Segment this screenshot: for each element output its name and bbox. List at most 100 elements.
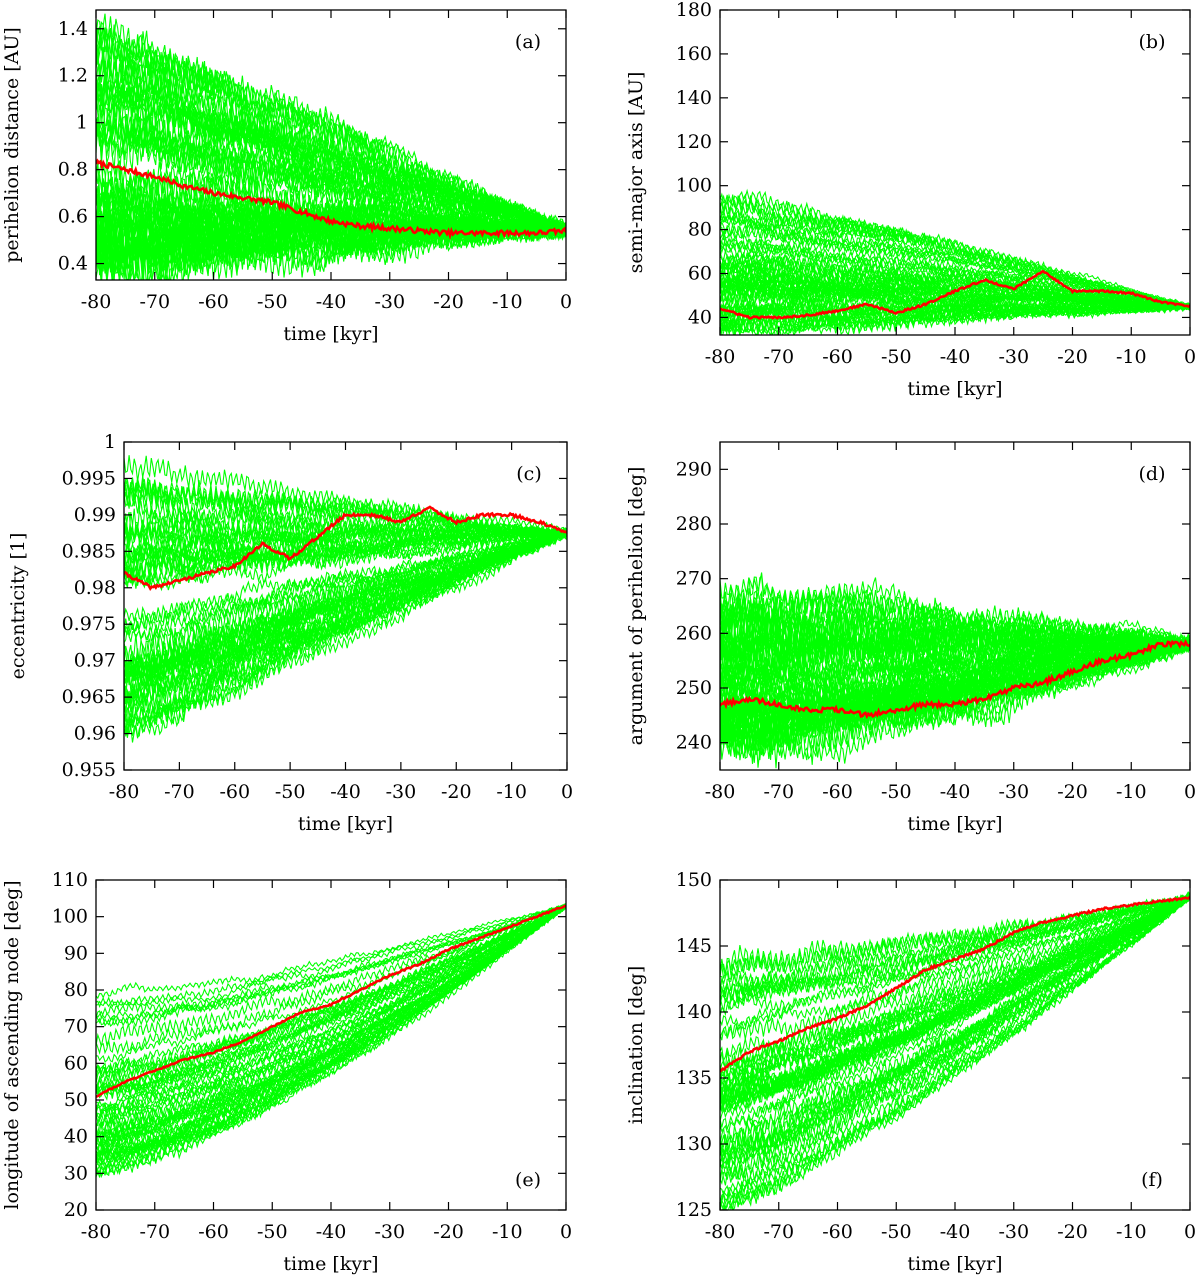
clone-line bbox=[124, 530, 567, 570]
x-tick-label: -80 bbox=[81, 291, 112, 313]
nominal-orbit-line bbox=[124, 505, 567, 592]
clone-line bbox=[720, 896, 1190, 1039]
clone-line bbox=[720, 281, 1190, 307]
y-tick-label: 130 bbox=[676, 1133, 712, 1155]
x-tick-label: -20 bbox=[1057, 346, 1088, 368]
clone-line bbox=[96, 903, 566, 1165]
clone-line bbox=[96, 905, 566, 1146]
clone-line bbox=[96, 904, 566, 1063]
y-tick-label: 0.995 bbox=[62, 467, 116, 489]
clone-line bbox=[96, 178, 566, 240]
panel-b: -80 -70 -60 -50 -40 -30 -20 -10 0 40 60 80 100 120 140… bbox=[625, 0, 1196, 400]
clone-line bbox=[720, 618, 1190, 665]
y-tick-label: 40 bbox=[688, 306, 712, 328]
y-tick-label: 80 bbox=[688, 219, 712, 241]
x-tick-label: -80 bbox=[705, 1221, 736, 1243]
y-tick-label: 1 bbox=[104, 431, 116, 453]
x-tick-label: -40 bbox=[316, 291, 347, 313]
y-tick-label: 145 bbox=[676, 935, 712, 957]
x-tick-label: -50 bbox=[257, 291, 288, 313]
x-axis-title: time [kyr] bbox=[298, 813, 393, 835]
clone-line bbox=[720, 305, 1190, 333]
y-tick-label: 250 bbox=[676, 677, 712, 699]
x-tick-label: -40 bbox=[316, 1221, 347, 1243]
panel-c-curves bbox=[124, 455, 567, 743]
x-tick-label: -20 bbox=[1057, 1221, 1088, 1243]
x-axis-title: time [kyr] bbox=[907, 813, 1002, 835]
y-tick-label: 260 bbox=[676, 622, 712, 644]
x-tick-label: 0 bbox=[1184, 346, 1196, 368]
clone-line bbox=[96, 77, 566, 236]
x-tick-label: -10 bbox=[496, 781, 527, 803]
clone-line bbox=[720, 646, 1190, 695]
clone-line bbox=[720, 891, 1190, 1157]
x-tick-label: -50 bbox=[881, 346, 912, 368]
x-tick-label: -20 bbox=[1057, 781, 1088, 803]
y-tick-label: 160 bbox=[676, 43, 712, 65]
clone-line bbox=[720, 639, 1190, 769]
x-tick-label: -70 bbox=[139, 1221, 170, 1243]
y-tick-label: 290 bbox=[676, 458, 712, 480]
clone-line bbox=[720, 303, 1190, 334]
panel-c: -80 -70 -60 -50 -40 -30 -20 -10 0 0.955 0.96 0.965 0… bbox=[7, 431, 573, 835]
nominal-orbit-line bbox=[720, 638, 1190, 720]
x-axis-title: time [kyr] bbox=[907, 1253, 1002, 1275]
y-axis-title: argument of perihelion [deg] bbox=[625, 467, 647, 746]
nominal-orbit-line bbox=[720, 269, 1190, 321]
clone-line bbox=[96, 904, 566, 1000]
clone-line bbox=[96, 905, 566, 1008]
clone-line bbox=[720, 896, 1190, 1081]
clone-line bbox=[720, 633, 1190, 691]
clone-line bbox=[720, 207, 1190, 307]
x-tick-label: -60 bbox=[822, 1221, 853, 1243]
y-tick-label: 0.955 bbox=[62, 759, 116, 781]
x-tick-label: -60 bbox=[219, 781, 250, 803]
nominal-orbit-line bbox=[96, 904, 566, 1098]
clone-line bbox=[96, 904, 566, 1097]
x-tick-label: -50 bbox=[275, 781, 306, 803]
y-tick-label: 90 bbox=[64, 942, 88, 964]
clone-line bbox=[124, 532, 567, 739]
clone-line bbox=[720, 896, 1190, 1210]
clone-line bbox=[124, 528, 567, 682]
x-axis-title: time [kyr] bbox=[283, 323, 378, 345]
y-tick-label: 60 bbox=[688, 263, 712, 285]
x-tick-label: -40 bbox=[330, 781, 361, 803]
clone-line bbox=[720, 896, 1190, 1087]
panel-f-curves bbox=[720, 891, 1190, 1210]
x-tick-label: -80 bbox=[705, 346, 736, 368]
y-tick-label: 50 bbox=[64, 1089, 88, 1111]
x-tick-label: -70 bbox=[139, 291, 170, 313]
panel-tag: (d) bbox=[1139, 463, 1166, 485]
x-tick-label: -40 bbox=[940, 1221, 971, 1243]
clone-line bbox=[96, 26, 566, 236]
clone-line bbox=[720, 897, 1190, 1203]
y-tick-label: 60 bbox=[64, 1052, 88, 1074]
y-tick-label: 0.98 bbox=[74, 577, 116, 599]
x-tick-label: -10 bbox=[1116, 781, 1147, 803]
x-tick-label: 0 bbox=[1184, 1221, 1196, 1243]
clone-line bbox=[96, 905, 566, 1075]
clone-line bbox=[720, 214, 1190, 308]
y-tick-label: 70 bbox=[64, 1016, 88, 1038]
y-tick-label: 270 bbox=[676, 568, 712, 590]
clone-line bbox=[96, 903, 566, 1179]
panel-a-curves bbox=[96, 13, 566, 280]
clone-line bbox=[720, 188, 1190, 309]
x-tick-label: -20 bbox=[433, 291, 464, 313]
x-tick-label: -10 bbox=[1116, 1221, 1147, 1243]
clone-line bbox=[96, 903, 566, 1128]
y-tick-label: 20 bbox=[64, 1199, 88, 1221]
x-tick-label: -50 bbox=[881, 1221, 912, 1243]
clone-line bbox=[124, 482, 567, 537]
y-tick-label: 125 bbox=[676, 1199, 712, 1221]
y-axis-title: perihelion distance [AU] bbox=[1, 27, 23, 263]
clone-line bbox=[124, 521, 567, 552]
panel-d: -80 -70 -60 -50 -40 -30 -20 -10 0 240 250 260 270 280… bbox=[625, 441, 1196, 835]
clone-line bbox=[720, 192, 1190, 306]
clone-line bbox=[124, 528, 567, 644]
y-tick-label: 40 bbox=[64, 1126, 88, 1148]
clone-line bbox=[720, 896, 1190, 1083]
clone-line bbox=[720, 896, 1190, 1186]
